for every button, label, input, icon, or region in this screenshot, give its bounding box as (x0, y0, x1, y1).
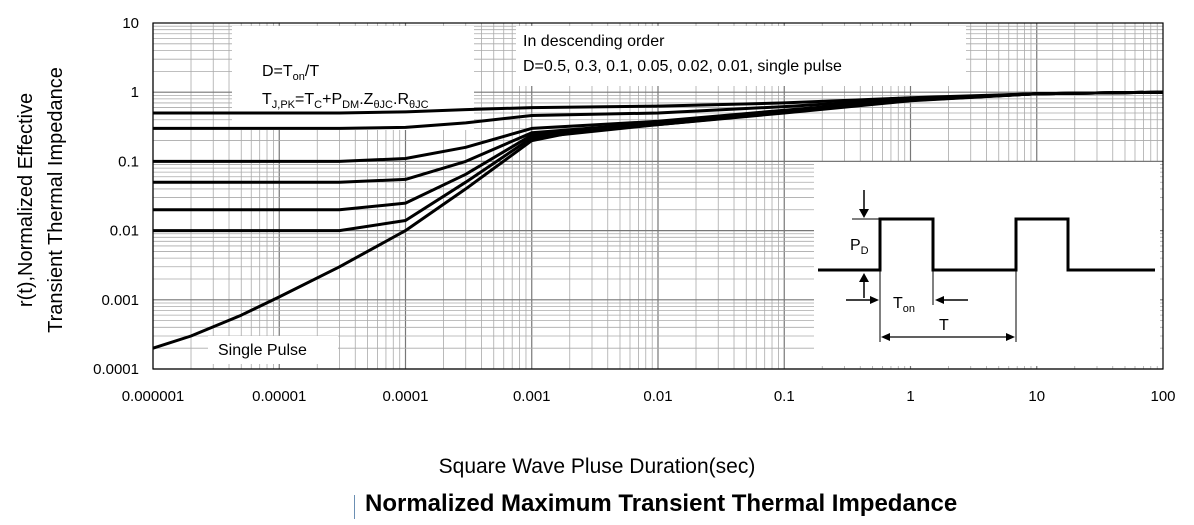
pdm-label: PD (850, 237, 869, 257)
y-tick-label: 0.001 (101, 292, 139, 309)
y-axis-title-line2: Transient Thermal Impedance (45, 67, 67, 333)
chart-caption: Normalized Maximum Transient Thermal Imp… (365, 490, 958, 517)
x-axis-title: Square Wave Pluse Duration(sec) (438, 455, 756, 478)
x-tick-label: 0.00001 (252, 388, 306, 405)
order-note-line2: D=0.5, 0.3, 0.1, 0.05, 0.02, 0.01, singl… (523, 58, 842, 75)
period-label: T (939, 317, 949, 334)
chart-series (152, 90, 1164, 350)
y-tick-labels: 0.0001 0.001 0.01 0.1 1 10 (93, 15, 139, 378)
x-tick-label: 1 (906, 388, 914, 405)
single-pulse-label: Single Pulse (218, 342, 307, 359)
order-note-line1: In descending order (523, 33, 665, 50)
annotation-background (814, 162, 1160, 366)
y-tick-label: 0.1 (118, 153, 139, 170)
y-axis-title-line1: r(t),Normalized Effective (15, 93, 37, 307)
thermal-impedance-chart: 0.000001 0.00001 0.0001 0.001 0.01 0.1 1 10 100 … (15, 15, 1176, 405)
x-tick-label: 0.000001 (122, 388, 185, 405)
y-tick-label: 1 (131, 84, 139, 101)
x-tick-label: 0.01 (643, 388, 672, 405)
duty-cycle-formula: D=Ton/T (262, 63, 319, 83)
y-tick-label: 0.01 (110, 223, 139, 240)
y-tick-label: 0.0001 (93, 361, 139, 378)
y-tick-label: 10 (122, 15, 139, 32)
junction-temperature-formula: TJ,PK=TC+PDM.ZθJC.RθJC (262, 91, 429, 111)
ton-label: Ton (893, 295, 915, 315)
pdm-arrowhead-top (859, 209, 869, 218)
x-tick-label: 0.0001 (383, 388, 429, 405)
ton-arrowhead-left (870, 296, 879, 304)
x-tick-labels: 0.000001 0.00001 0.0001 0.001 0.01 0.1 1 10 100 (122, 388, 1176, 405)
ton-arrowhead-right (935, 296, 944, 304)
pulse-waveform-inset: PD Ton T (818, 190, 1155, 342)
x-tick-label: 0.1 (774, 388, 795, 405)
plot-border (152, 22, 1164, 370)
series-line-single-pulse (152, 90, 1164, 350)
x-tick-label: 10 (1028, 388, 1045, 405)
pulse-waveform (818, 217, 1155, 272)
x-tick-label: 100 (1150, 388, 1175, 405)
period-arrowhead-left (881, 333, 890, 341)
period-arrowhead-right (1006, 333, 1015, 341)
annotation-background (516, 26, 966, 86)
pdm-arrowhead-bottom (859, 273, 869, 282)
caption-marker (354, 495, 355, 519)
annotation-background (208, 336, 338, 364)
x-tick-label: 0.001 (513, 388, 551, 405)
